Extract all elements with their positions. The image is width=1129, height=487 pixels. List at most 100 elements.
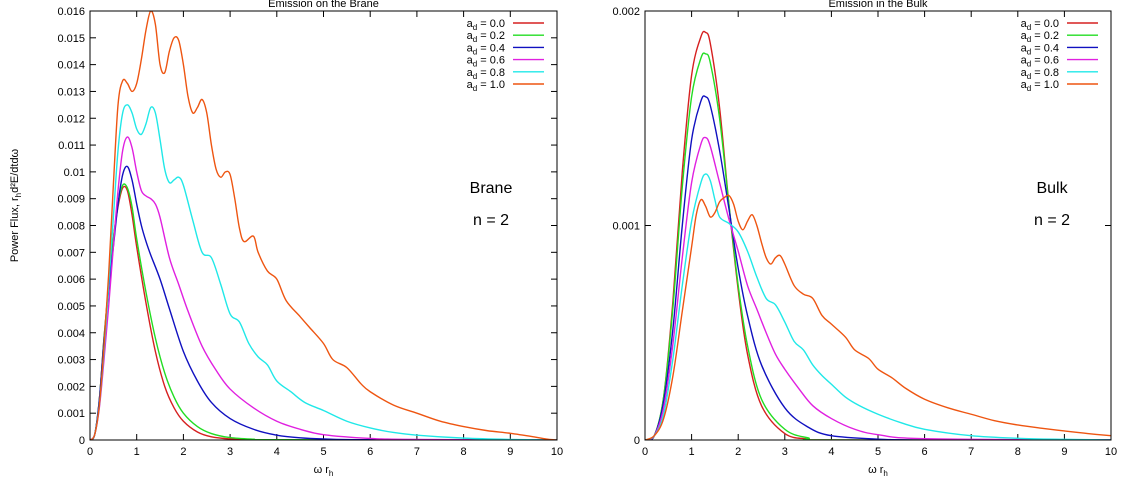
y-tick-label: 0.004 — [57, 328, 85, 340]
legend-label-rest: = 0.0 — [1031, 18, 1059, 30]
series-line-3 — [90, 136, 557, 440]
legend-label-sub: d — [473, 72, 477, 81]
legend-label-main: a — [467, 42, 474, 54]
x-tick-label: 2 — [735, 446, 741, 458]
y-tick-label: 0.016 — [57, 6, 85, 18]
x-axis-label: ω rh — [868, 464, 888, 478]
x-tick-label: 6 — [367, 446, 373, 458]
y-tick-label: 0.01 — [64, 167, 85, 179]
series-line-0 — [645, 30, 1111, 440]
legend-entry-3: ad = 0.6 — [467, 55, 505, 69]
x-tick-label: 3 — [782, 446, 788, 458]
x-tick-label: 10 — [1105, 446, 1117, 458]
x-tick-label: 10 — [551, 446, 563, 458]
annotation-text: Brane — [470, 180, 513, 197]
y-axis-label-main: Power Flux, r — [9, 197, 21, 262]
legend-entry-1: ad = 0.2 — [1021, 30, 1059, 44]
x-axis-label-main: ω r — [868, 464, 884, 476]
y-tick-label: 0.015 — [57, 33, 85, 45]
legend-label-main: a — [1021, 42, 1028, 54]
chart-title: Emission on the Brane — [268, 0, 379, 10]
legend-entry-2: ad = 0.4 — [467, 42, 505, 56]
legend-label-rest: = 0.8 — [1031, 67, 1059, 79]
x-axis-label-sub: h — [883, 469, 887, 478]
x-tick-label: 7 — [968, 446, 974, 458]
legend-label-sub: d — [1027, 60, 1031, 69]
legend-label-main: a — [467, 55, 474, 67]
x-tick-label: 8 — [461, 446, 467, 458]
legend-label-main: a — [467, 67, 474, 79]
legend-label-main: a — [1021, 55, 1028, 67]
y-tick-label: 0 — [634, 435, 640, 447]
legend-entry-5: ad = 1.0 — [1021, 79, 1059, 93]
legend-entry-4: ad = 0.8 — [467, 67, 505, 81]
legend-entry-4: ad = 0.8 — [1021, 67, 1059, 81]
x-tick-label: 3 — [227, 446, 233, 458]
legend-entry-0: ad = 0.0 — [467, 18, 505, 32]
series-line-1 — [645, 52, 1111, 440]
legend-label-rest: = 0.6 — [1031, 55, 1059, 67]
legend: ad = 0.0ad = 0.2ad = 0.4ad = 0.6ad = 0.8… — [1021, 18, 1098, 93]
y-tick-label: 0.002 — [57, 381, 85, 393]
legend-label-main: a — [1021, 67, 1028, 79]
legend-label-rest: = 0.2 — [1031, 30, 1059, 42]
series-line-3 — [645, 136, 1111, 440]
legend-label-sub: d — [473, 35, 477, 44]
series-line-2 — [90, 165, 557, 440]
legend-label-main: a — [1021, 30, 1028, 42]
legend-label-main: a — [467, 30, 474, 42]
x-tick-label: 0 — [642, 446, 648, 458]
series-line-4 — [90, 104, 557, 440]
legend-label-sub: d — [1027, 72, 1031, 81]
legend-label-sub: d — [473, 60, 477, 69]
legend-entry-1: ad = 0.2 — [467, 30, 505, 44]
series-lines — [645, 30, 1111, 440]
y-axis-label-rest: d²E/dtdω — [9, 148, 21, 192]
series-line-5 — [645, 194, 1111, 440]
legend-label-sub: d — [1027, 47, 1031, 56]
y-tick-label: 0.008 — [57, 221, 85, 233]
x-tick-label: 7 — [414, 446, 420, 458]
x-tick-label: 1 — [689, 446, 695, 458]
annotation-text: n = 2 — [1034, 212, 1070, 229]
x-tick-label: 5 — [875, 446, 881, 458]
legend-label-rest: = 1.0 — [477, 79, 505, 91]
legend-label-main: a — [467, 18, 474, 30]
x-axis-label: ω rh — [314, 464, 334, 478]
y-tick-label: 0.007 — [57, 247, 85, 259]
y-tick-label: 0.006 — [57, 274, 85, 286]
x-tick-label: 8 — [1015, 446, 1021, 458]
y-tick-label: 0.012 — [57, 113, 85, 125]
y-tick-label: 0 — [79, 435, 85, 447]
x-tick-label: 9 — [1061, 446, 1067, 458]
legend-label-rest: = 0.4 — [1031, 42, 1059, 54]
legend-entry-0: ad = 0.0 — [1021, 18, 1059, 32]
y-tick-label: 0.003 — [57, 355, 85, 367]
y-axis-label: Power Flux, rhd²E/dtdω — [9, 148, 23, 262]
x-tick-label: 2 — [180, 446, 186, 458]
legend-label-sub: d — [1027, 84, 1031, 93]
series-line-2 — [645, 95, 1111, 440]
y-tick-label: 0.001 — [612, 221, 640, 233]
y-tick-label: 0.001 — [57, 408, 85, 420]
x-tick-label: 6 — [922, 446, 928, 458]
y-tick-label: 0.002 — [612, 6, 640, 18]
legend-label-rest: = 0.6 — [477, 55, 505, 67]
x-tick-label: 4 — [828, 446, 834, 458]
legend-label-main: a — [1021, 18, 1028, 30]
legend-label-sub: d — [473, 47, 477, 56]
series-lines — [90, 11, 557, 440]
chart-bulk: Emission in the Bulk 0 1 2 3 4 5 6 7 8 9 10 0 0.001 0.… — [612, 0, 1117, 478]
legend-entry-3: ad = 0.6 — [1021, 55, 1059, 69]
y-tick-label: 0.005 — [57, 301, 85, 313]
legend-label-sub: d — [473, 23, 477, 32]
series-line-4 — [645, 173, 1111, 440]
x-tick-label: 4 — [274, 446, 280, 458]
legend-label-sub: d — [473, 84, 477, 93]
x-axis-label-main: ω r — [314, 464, 330, 476]
y-tick-label: 0.013 — [57, 86, 85, 98]
chart-brane: Emission on the Brane 0 1 2 3 4 5 6 7 8 9 10 0 0.001 0… — [9, 0, 563, 478]
legend-label-rest: = 0.4 — [477, 42, 505, 54]
legend-label-rest: = 0.8 — [477, 67, 505, 79]
